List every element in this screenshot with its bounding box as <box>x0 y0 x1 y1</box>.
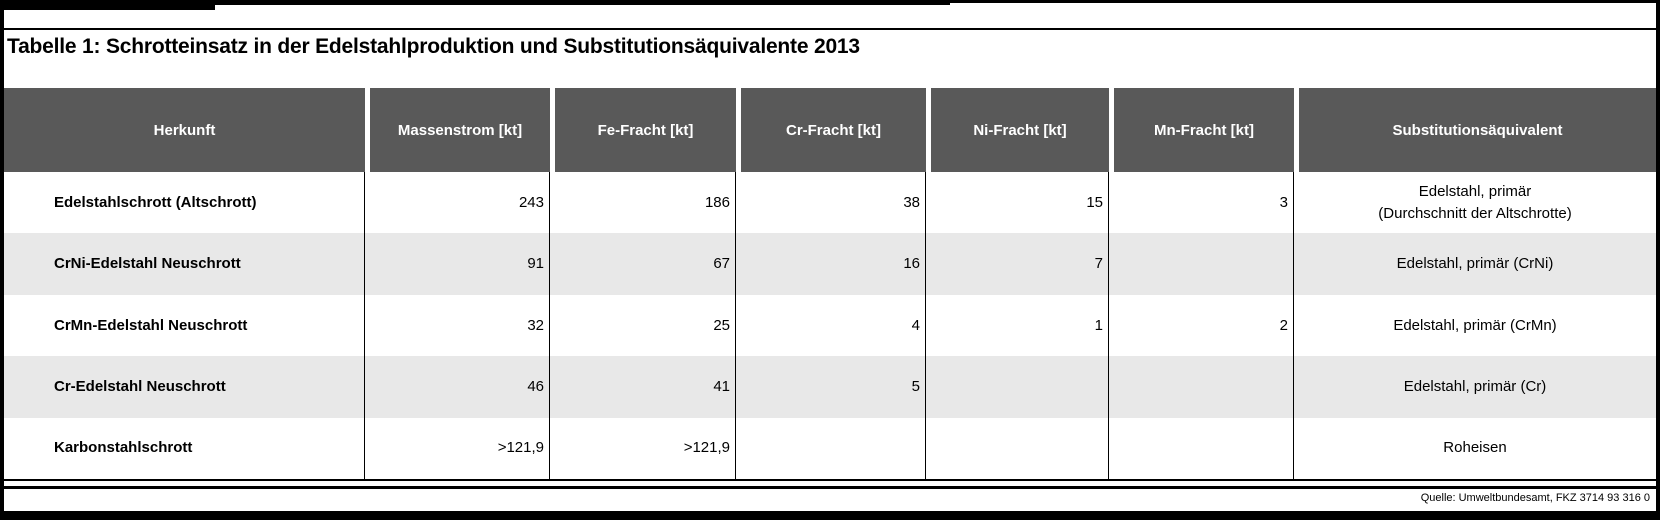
row-label-cell: Edelstahlschrott (Altschrott) <box>4 172 365 234</box>
col-header-mn-fracht: Mn-Fracht [kt] <box>1109 88 1294 172</box>
value-cell: >121,9 <box>550 417 736 479</box>
value-cell: 2 <box>1109 294 1294 357</box>
value-cell: 3 <box>1109 172 1294 234</box>
substitution-cell: Edelstahl, primär (CrMn) <box>1294 294 1656 357</box>
row-label-cell: CrMn-Edelstahl Neuschrott <box>4 294 365 357</box>
value-cell: 1 <box>926 294 1109 357</box>
row-label-cell: Karbonstahlschrott <box>4 417 365 479</box>
value-cell <box>1109 356 1294 418</box>
col-header-cr-fracht: Cr-Fracht [kt] <box>736 88 926 172</box>
row-label-cell: CrNi-Edelstahl Neuschrott <box>4 233 365 295</box>
col-header-ni-fracht: Ni-Fracht [kt] <box>926 88 1109 172</box>
title-top-rule <box>0 28 1660 30</box>
value-cell: >121,9 <box>365 417 550 479</box>
substitution-cell: Edelstahl, primär (CrNi) <box>1294 233 1656 295</box>
left-frame-border <box>0 0 4 520</box>
source-note: Quelle: Umweltbundesamt, FKZ 3714 93 316… <box>1420 492 1650 504</box>
value-cell: 243 <box>365 172 550 234</box>
value-cell: 25 <box>550 294 736 357</box>
substitution-cell: Edelstahl, primär (Cr) <box>1294 356 1656 418</box>
right-frame-border <box>1656 0 1660 520</box>
value-cell: 16 <box>736 233 926 295</box>
value-cell: 15 <box>926 172 1109 234</box>
value-cell: 186 <box>550 172 736 234</box>
row-label-cell: Cr-Edelstahl Neuschrott <box>4 356 365 418</box>
value-cell: 38 <box>736 172 926 234</box>
footer-separator-rule <box>0 486 1660 489</box>
substitution-cell: Edelstahl, primär (Durchschnitt der Alts… <box>1294 172 1656 234</box>
col-header-fe-fracht: Fe-Fracht [kt] <box>550 88 736 172</box>
value-cell: 46 <box>365 356 550 418</box>
bottom-frame-bar <box>0 511 1660 520</box>
col-header-herkunft: Herkunft <box>4 88 365 172</box>
value-cell <box>736 417 926 479</box>
value-cell: 7 <box>926 233 1109 295</box>
value-cell <box>1109 417 1294 479</box>
col-header-massenstrom: Massenstrom [kt] <box>365 88 550 172</box>
value-cell: 41 <box>550 356 736 418</box>
value-cell <box>926 417 1109 479</box>
value-cell: 5 <box>736 356 926 418</box>
value-cell: 67 <box>550 233 736 295</box>
value-cell: 4 <box>736 294 926 357</box>
col-header-substitutionsaequivalent: Substitutionsäquivalent <box>1294 88 1656 172</box>
top-frame-bar-left <box>0 0 215 10</box>
data-table: Herkunft Massenstrom [kt] Fe-Fracht [kt]… <box>4 88 1656 481</box>
table-title: Tabelle 1: Schrotteinsatz in der Edelsta… <box>7 35 860 58</box>
value-cell <box>926 356 1109 418</box>
value-cell: 32 <box>365 294 550 357</box>
substitution-cell: Roheisen <box>1294 417 1656 479</box>
value-cell: 91 <box>365 233 550 295</box>
top-frame-bar-mid <box>0 0 950 5</box>
value-cell <box>1109 233 1294 295</box>
